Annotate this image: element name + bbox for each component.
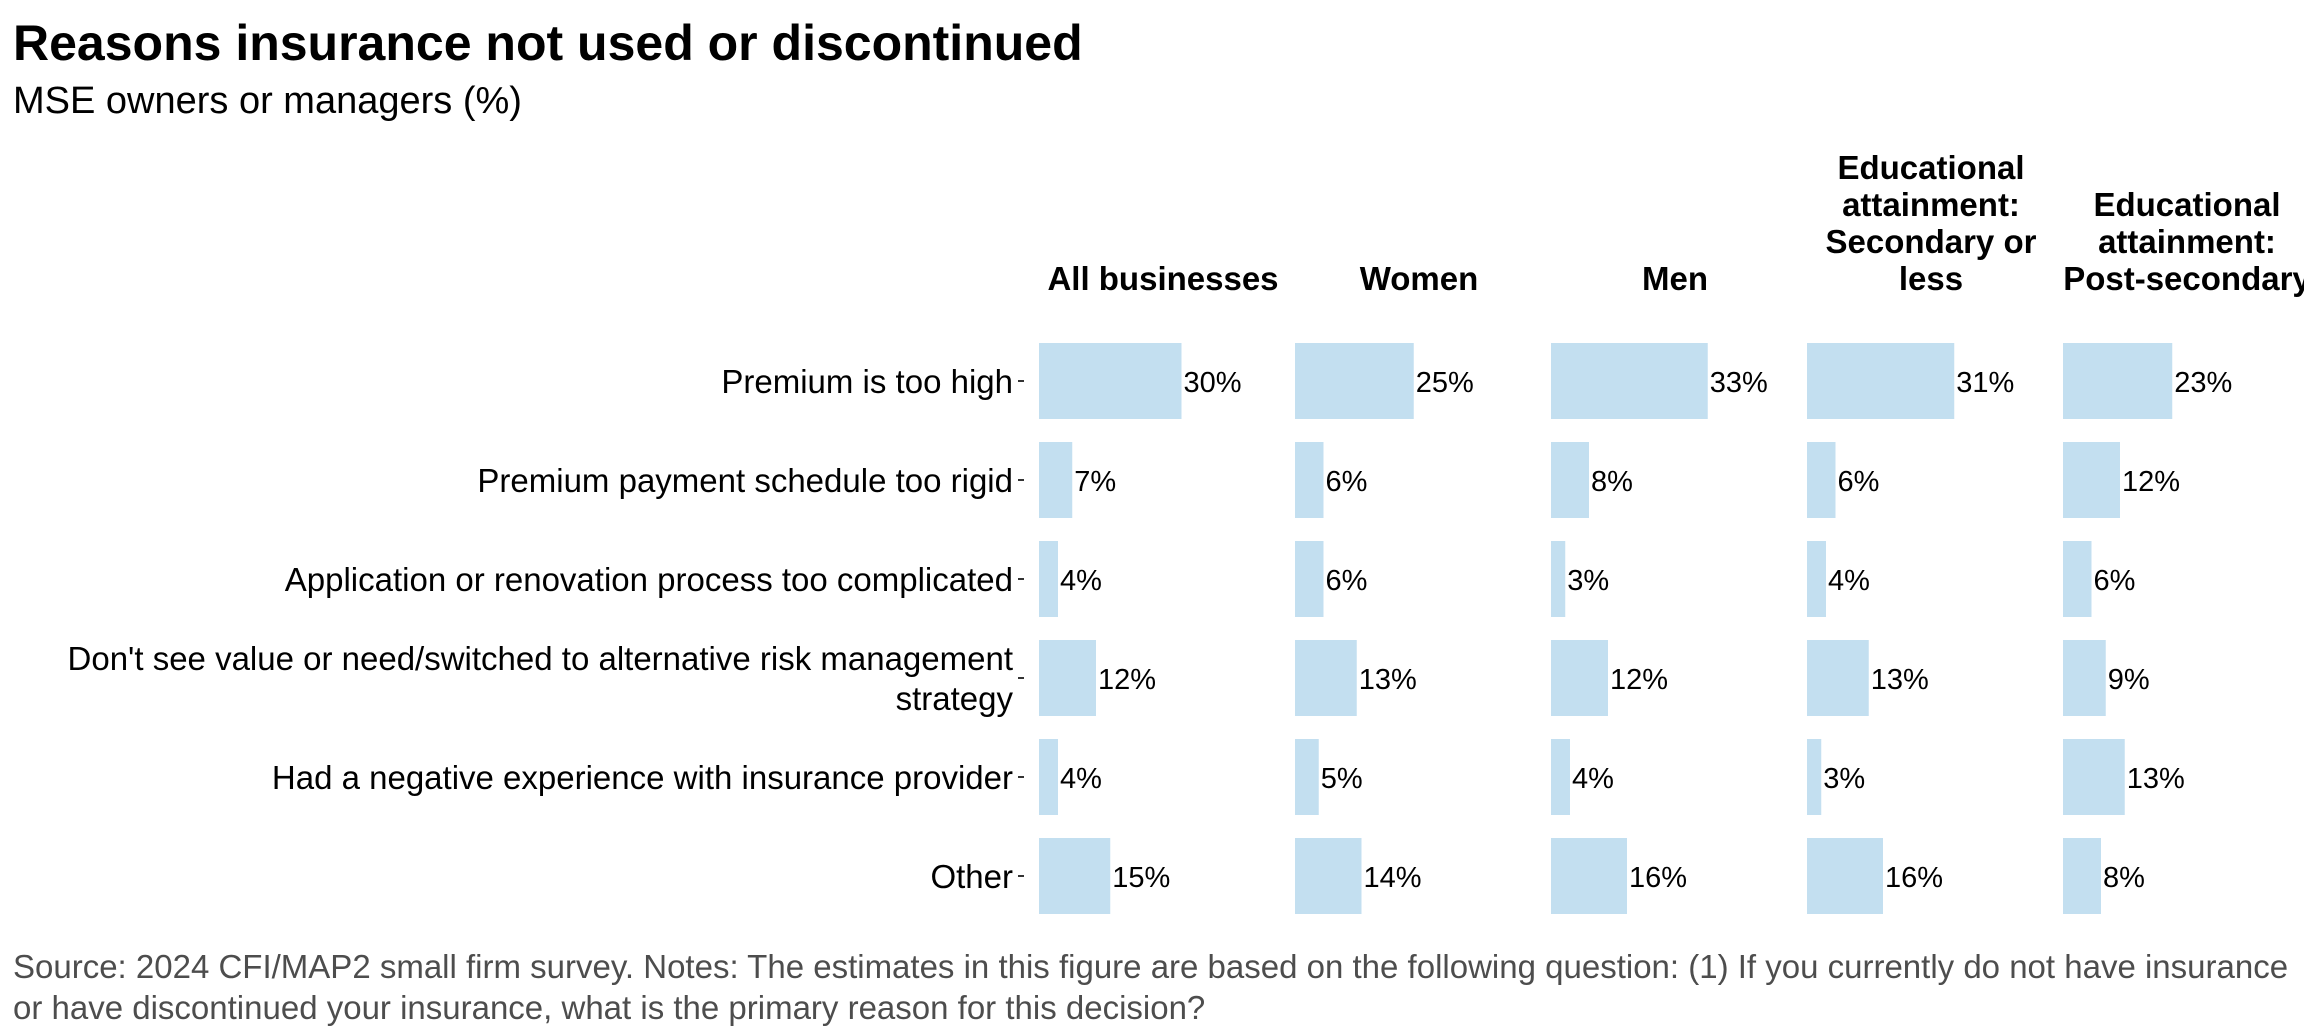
bar	[2063, 838, 2101, 914]
data-label: 14%	[1364, 862, 1422, 894]
category-label: Don't see value or need/switched to alte…	[68, 640, 1014, 717]
data-label: 13%	[2127, 763, 2185, 795]
data-label: 8%	[2103, 862, 2145, 894]
data-label: 31%	[1956, 367, 2014, 399]
data-label: 4%	[1060, 763, 1102, 795]
data-label: 5%	[1321, 763, 1363, 795]
facet-header: Educational attainment: Post-secondary	[2063, 186, 2304, 297]
data-label: 3%	[1567, 565, 1609, 597]
bar	[1039, 739, 1058, 815]
bar	[1295, 640, 1357, 716]
bar	[1807, 739, 1822, 815]
facet-header: Educational attainment: Secondary or less	[1826, 149, 2037, 297]
bar	[1551, 838, 1627, 914]
data-label: 4%	[1828, 565, 1870, 597]
bar	[2063, 640, 2106, 716]
category-ticks	[1018, 380, 1024, 877]
bar	[1039, 442, 1073, 518]
data-label: 6%	[1838, 466, 1880, 498]
data-label: 9%	[2108, 664, 2150, 696]
bar	[2063, 442, 2120, 518]
data-label: 8%	[1591, 466, 1633, 498]
data-label: 30%	[1184, 367, 1242, 399]
data-label: 16%	[1629, 862, 1687, 894]
bar	[1551, 640, 1608, 716]
data-label: 12%	[2122, 466, 2180, 498]
bar	[1551, 343, 1708, 419]
data-label: 4%	[1060, 565, 1102, 597]
category-label: Had a negative experience with insurance…	[272, 759, 1013, 796]
bar	[2063, 739, 2125, 815]
bar	[1295, 442, 1324, 518]
data-label: 33%	[1710, 367, 1768, 399]
bar	[1039, 640, 1096, 716]
bar	[2063, 541, 2092, 617]
bar	[1807, 442, 1836, 518]
bar	[1295, 739, 1319, 815]
bar	[1807, 343, 1955, 419]
bar	[1807, 541, 1826, 617]
bar	[1295, 541, 1324, 617]
data-label: 3%	[1823, 763, 1865, 795]
bar	[1551, 442, 1589, 518]
source-note: Source: 2024 CFI/MAP2 small firm survey.…	[13, 948, 2289, 1026]
bar	[1039, 838, 1111, 914]
data-label: 12%	[1098, 664, 1156, 696]
chart-title: Reasons insurance not used or discontinu…	[13, 15, 1083, 71]
category-label: Premium payment schedule too rigid	[477, 462, 1013, 499]
bar	[1295, 343, 1414, 419]
bar	[2063, 343, 2173, 419]
category-labels: Premium is too high Premium payment sched…	[68, 363, 1014, 895]
bar	[1295, 838, 1362, 914]
data-label: 23%	[2174, 367, 2232, 399]
bar	[1039, 343, 1182, 419]
facet-headers: All businesses Women Men Educational attainm…	[1047, 149, 2304, 297]
bar	[1551, 541, 1566, 617]
data-label: 6%	[1326, 466, 1368, 498]
category-label: Other	[930, 858, 1013, 895]
bar-chart: All businesses Women Men Educational attainm…	[68, 149, 2304, 914]
bar	[1807, 640, 1869, 716]
data-label: 25%	[1416, 367, 1474, 399]
value-labels: 30% 7% 4% 12% 4% 15% 25% 6% 6% 13% 5% 14% 33% 8% 3% 12%…	[1060, 367, 2232, 894]
data-label: 6%	[1326, 565, 1368, 597]
data-label: 13%	[1359, 664, 1417, 696]
category-label: Application or renovation process too co…	[285, 561, 1013, 598]
data-label: 13%	[1871, 664, 1929, 696]
data-label: 6%	[2094, 565, 2136, 597]
bar	[1551, 739, 1570, 815]
data-label: 7%	[1074, 466, 1116, 498]
data-label: 12%	[1610, 664, 1668, 696]
facet-header: All businesses	[1047, 260, 1278, 297]
category-label: Premium is too high	[721, 363, 1013, 400]
data-label: 4%	[1572, 763, 1614, 795]
bars	[1039, 343, 2173, 914]
data-label: 15%	[1112, 862, 1170, 894]
bar	[1807, 838, 1883, 914]
facet-header: Women	[1360, 260, 1479, 297]
bar	[1039, 541, 1058, 617]
facet-header: Men	[1642, 260, 1708, 297]
data-label: 16%	[1885, 862, 1943, 894]
chart-subtitle: MSE owners or managers (%)	[13, 80, 522, 122]
